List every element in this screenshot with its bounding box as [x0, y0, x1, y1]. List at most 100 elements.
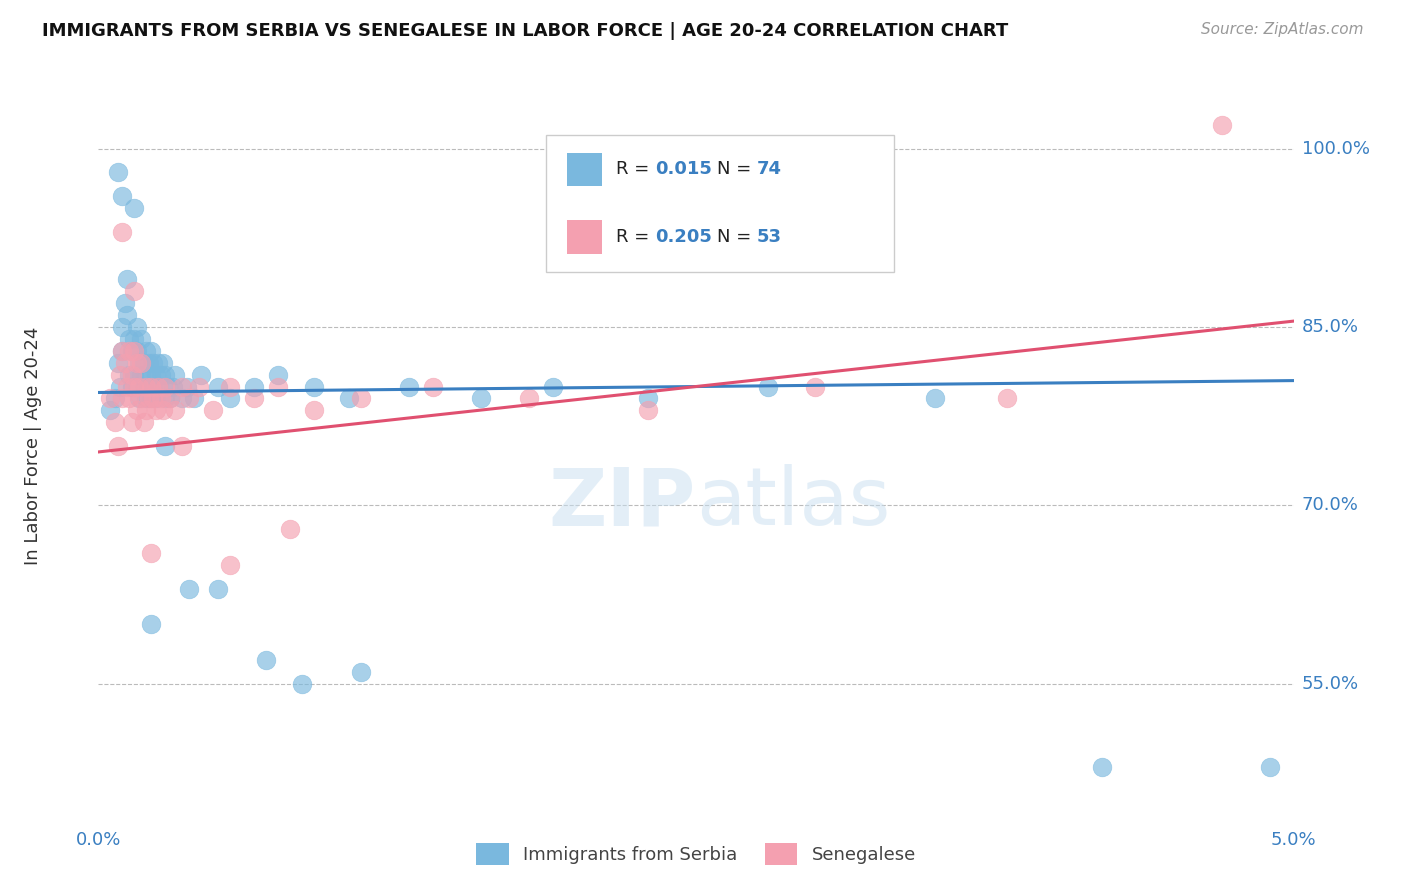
Point [1211, 118, 1233, 132]
Point [135, 379, 157, 393]
Text: In Labor Force | Age 20-24: In Labor Force | Age 20-24 [24, 326, 42, 566]
Point [98, 392, 122, 406]
Point [128, 392, 150, 406]
Point [142, 392, 165, 406]
Point [541, 379, 564, 393]
Point [142, 379, 165, 393]
Point [139, 343, 162, 358]
Point [138, 356, 160, 370]
Point [183, 392, 205, 406]
Point [278, 522, 301, 536]
Text: ZIP: ZIP [548, 464, 696, 542]
Text: R =: R = [616, 161, 655, 178]
Point [155, 392, 177, 406]
Point [138, 379, 160, 393]
Point [267, 379, 290, 393]
Point [207, 582, 229, 596]
Point [159, 392, 181, 406]
Point [125, 356, 148, 370]
Point [159, 392, 181, 406]
Point [131, 368, 153, 382]
Point [132, 379, 155, 393]
Point [111, 343, 134, 358]
Point [108, 368, 131, 382]
Point [111, 225, 134, 239]
Text: atlas: atlas [696, 464, 890, 542]
Point [135, 392, 157, 406]
Point [132, 356, 155, 370]
Text: 70.0%: 70.0% [1302, 497, 1358, 515]
Point [114, 356, 136, 370]
Point [128, 356, 150, 370]
Point [155, 368, 177, 382]
Point [124, 368, 146, 382]
Point [148, 379, 170, 393]
Point [163, 368, 186, 382]
Point [118, 343, 141, 358]
Text: 85.0%: 85.0% [1302, 318, 1358, 336]
Point [142, 356, 165, 370]
Legend: Immigrants from Serbia, Senegalese: Immigrants from Serbia, Senegalese [470, 836, 922, 872]
Point [108, 379, 131, 393]
Point [179, 392, 201, 406]
Point [104, 392, 127, 406]
Point [121, 415, 143, 429]
Text: 74: 74 [756, 161, 782, 178]
Point [131, 332, 153, 346]
Point [924, 392, 946, 406]
Text: N =: N = [717, 228, 756, 246]
Point [124, 201, 146, 215]
Text: Source: ZipAtlas.com: Source: ZipAtlas.com [1201, 22, 1364, 37]
Point [254, 653, 277, 667]
Point [219, 379, 242, 393]
Point [131, 356, 153, 370]
Point [163, 403, 186, 417]
Point [121, 379, 143, 393]
Point [207, 379, 229, 393]
Point [111, 320, 134, 334]
Point [470, 392, 492, 406]
Point [995, 392, 1018, 406]
Text: 53: 53 [756, 228, 782, 246]
Point [139, 368, 162, 382]
Point [267, 368, 290, 382]
Point [111, 189, 134, 203]
Point [121, 343, 143, 358]
Point [156, 379, 179, 393]
Point [138, 392, 160, 406]
Point [135, 343, 157, 358]
Point [176, 379, 198, 393]
Point [115, 379, 138, 393]
Point [149, 368, 172, 382]
Point [179, 582, 201, 596]
Text: 0.015: 0.015 [655, 161, 711, 178]
Point [1091, 760, 1114, 774]
Point [302, 403, 325, 417]
Point [111, 392, 134, 406]
Point [131, 392, 153, 406]
Point [121, 368, 143, 382]
Point [152, 403, 174, 417]
Point [107, 356, 129, 370]
Point [187, 379, 209, 393]
Point [111, 343, 134, 358]
Point [290, 677, 312, 691]
Point [149, 392, 172, 406]
Point [118, 368, 141, 382]
Point [350, 665, 373, 679]
Point [243, 379, 266, 393]
Point [124, 332, 146, 346]
Point [804, 379, 827, 393]
Point [219, 392, 242, 406]
Point [125, 403, 148, 417]
Point [107, 165, 129, 179]
Point [145, 368, 167, 382]
Point [139, 392, 162, 406]
Point [118, 332, 141, 346]
Text: N =: N = [717, 161, 756, 178]
Point [637, 392, 659, 406]
Point [350, 392, 373, 406]
Point [139, 546, 162, 560]
Point [145, 392, 167, 406]
Text: 0.205: 0.205 [655, 228, 711, 246]
